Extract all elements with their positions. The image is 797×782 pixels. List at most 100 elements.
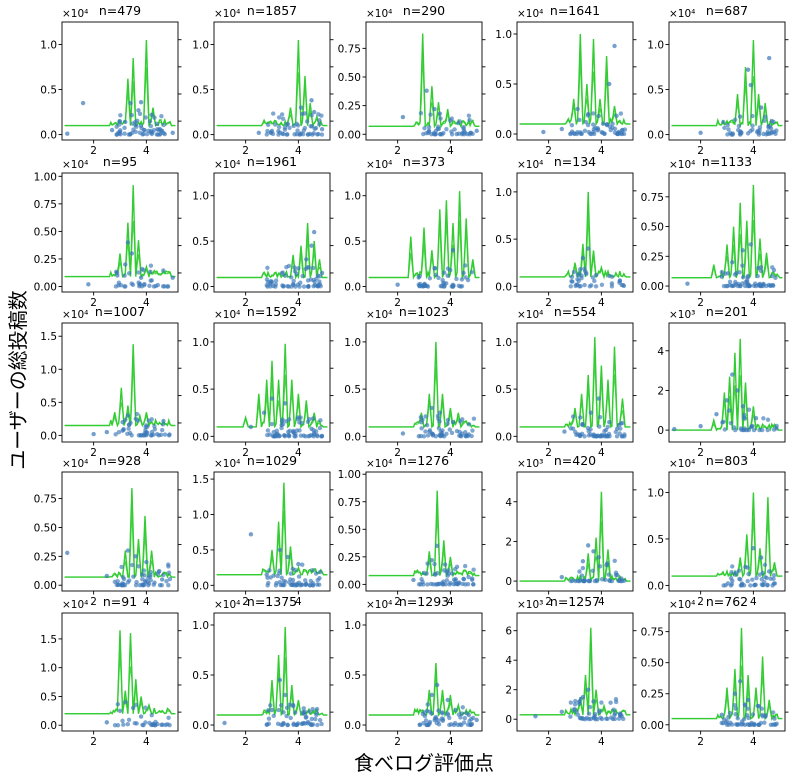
axis-multiplier: ×10⁴ bbox=[366, 599, 392, 611]
data-point bbox=[419, 426, 424, 431]
data-point bbox=[122, 273, 127, 278]
y-tick-label: 0.25 bbox=[641, 251, 664, 263]
axis-multiplier: ×10⁴ bbox=[517, 159, 543, 171]
data-point bbox=[449, 116, 454, 121]
axes-frame bbox=[365, 172, 483, 293]
data-point bbox=[443, 582, 449, 587]
data-point bbox=[265, 122, 271, 128]
data-point bbox=[446, 571, 452, 576]
data-point bbox=[767, 124, 773, 129]
series-line bbox=[216, 72, 328, 128]
y-tick-label: 0.25 bbox=[34, 551, 57, 563]
data-point bbox=[726, 127, 731, 132]
data-point bbox=[157, 568, 162, 574]
data-point bbox=[303, 582, 308, 588]
data-point bbox=[730, 372, 735, 377]
data-point bbox=[304, 257, 309, 262]
data-point bbox=[599, 577, 605, 582]
subplot-title: n=95 bbox=[103, 154, 137, 169]
y-tick-label: 6 bbox=[505, 626, 512, 638]
data-point bbox=[285, 722, 290, 728]
data-point bbox=[596, 113, 601, 119]
data-point bbox=[587, 284, 593, 289]
data-point bbox=[123, 262, 128, 267]
y-tick-label: 0.0 bbox=[192, 130, 209, 142]
data-point bbox=[449, 129, 454, 134]
series-line bbox=[64, 39, 176, 127]
x-tick-label: 4 bbox=[750, 736, 757, 748]
data-point bbox=[606, 572, 611, 577]
data-point bbox=[615, 130, 621, 136]
data-point bbox=[283, 579, 288, 584]
data-point bbox=[444, 126, 449, 132]
subplot: 2 4 0.00 0.25 0.50 0.75 ×10⁴ n=1133 bbox=[641, 154, 789, 309]
data-point bbox=[766, 569, 772, 574]
data-point bbox=[139, 572, 145, 577]
data-point bbox=[313, 716, 318, 722]
subplot-title: n=1961 bbox=[247, 154, 297, 169]
data-point bbox=[728, 420, 734, 426]
data-point bbox=[609, 578, 615, 584]
series-line bbox=[216, 374, 328, 429]
data-point bbox=[722, 125, 727, 131]
data-point bbox=[471, 582, 476, 587]
data-point bbox=[291, 722, 296, 727]
data-point bbox=[735, 388, 740, 393]
x-tick-label: 2 bbox=[394, 447, 401, 459]
data-point bbox=[607, 81, 612, 87]
axis-multiplier: ×10⁴ bbox=[669, 159, 695, 171]
data-point bbox=[436, 708, 441, 713]
data-point bbox=[157, 583, 163, 588]
y-tick-label: 0.5 bbox=[344, 384, 361, 396]
data-point bbox=[588, 704, 593, 710]
data-point bbox=[121, 722, 126, 727]
data-point bbox=[750, 113, 755, 119]
y-tick-label: 0.0 bbox=[192, 431, 209, 443]
data-point bbox=[301, 706, 306, 711]
data-point bbox=[317, 118, 322, 123]
data-point bbox=[437, 433, 442, 438]
data-point bbox=[281, 131, 286, 137]
data-point bbox=[148, 263, 154, 268]
axes-frame bbox=[516, 172, 634, 293]
data-point bbox=[86, 282, 91, 287]
data-point bbox=[447, 722, 452, 728]
data-point bbox=[115, 578, 120, 584]
data-point bbox=[264, 132, 270, 137]
data-point bbox=[147, 283, 152, 288]
data-point bbox=[433, 272, 439, 278]
y-tick-label: 1.0 bbox=[40, 40, 57, 52]
subplot-title: n=803 bbox=[706, 453, 748, 468]
axis-multiplier: ×10⁴ bbox=[669, 599, 695, 611]
data-point bbox=[719, 269, 725, 275]
data-point bbox=[126, 271, 132, 276]
data-point bbox=[604, 434, 610, 439]
data-point bbox=[416, 582, 422, 587]
data-point bbox=[281, 721, 286, 726]
data-point bbox=[166, 562, 171, 567]
data-point bbox=[436, 722, 442, 727]
data-point bbox=[134, 124, 139, 129]
data-point bbox=[166, 715, 171, 721]
data-point bbox=[758, 268, 764, 274]
data-point bbox=[131, 574, 136, 579]
x-tick-label: 4 bbox=[143, 447, 150, 459]
data-point bbox=[459, 277, 465, 282]
plot-area bbox=[671, 492, 783, 588]
data-point bbox=[289, 275, 294, 280]
data-point bbox=[437, 410, 443, 415]
y-tick-label: 4 bbox=[505, 655, 512, 667]
data-point bbox=[736, 568, 742, 573]
plot-area bbox=[519, 191, 631, 289]
data-point bbox=[758, 720, 764, 726]
subplot-title: n=1029 bbox=[247, 453, 297, 468]
data-point bbox=[435, 582, 440, 587]
data-point bbox=[607, 419, 612, 425]
data-point bbox=[590, 568, 595, 574]
y-tick-label: 4 bbox=[505, 497, 512, 509]
data-point bbox=[282, 692, 288, 698]
data-point bbox=[770, 265, 775, 270]
y-tick-label: 0.0 bbox=[192, 282, 209, 294]
y-tick-label: 0.75 bbox=[34, 199, 57, 211]
plot-area bbox=[216, 222, 328, 289]
